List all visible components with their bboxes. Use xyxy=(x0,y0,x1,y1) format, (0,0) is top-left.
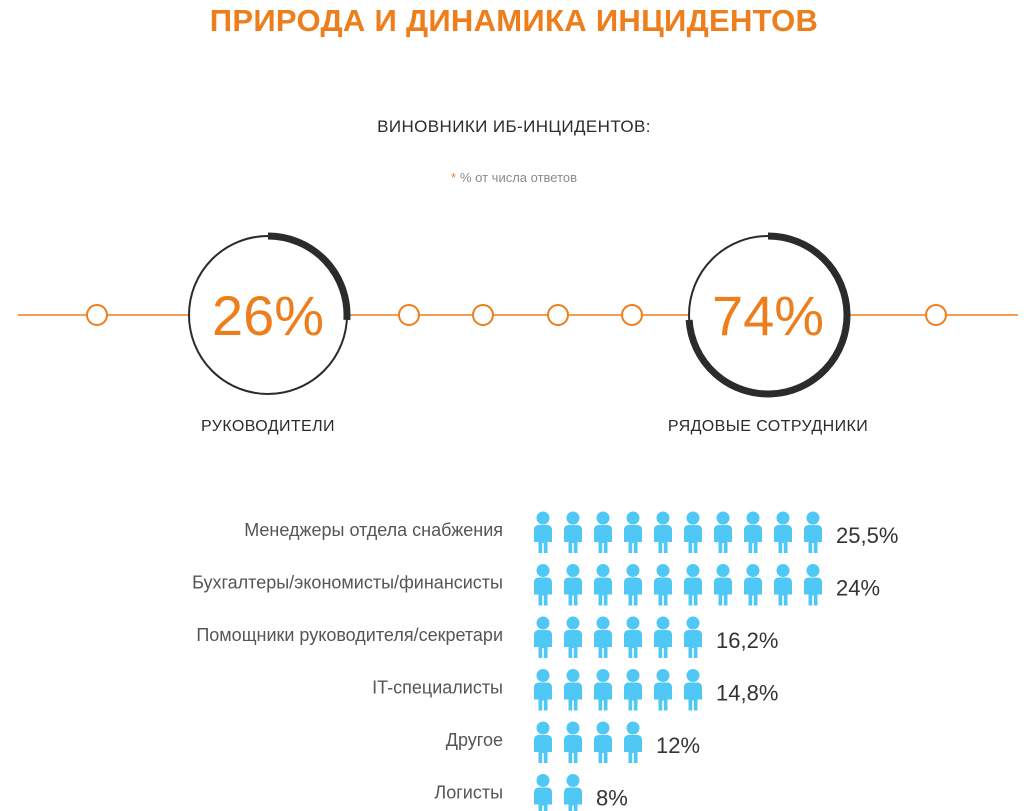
person-icon xyxy=(594,511,612,553)
person-icon xyxy=(654,511,672,553)
row-label-1: Менеджеры отдела снабжения xyxy=(244,520,503,540)
person-icon xyxy=(654,616,672,658)
person-icon xyxy=(714,564,732,606)
row-value-6: 8% xyxy=(596,786,628,811)
person-icon xyxy=(594,721,612,763)
person-icon xyxy=(624,721,642,763)
row-value-4: 14,8% xyxy=(716,681,778,706)
person-icon xyxy=(624,669,642,711)
person-icon xyxy=(684,669,702,711)
person-icon xyxy=(534,564,552,606)
person-icon xyxy=(534,721,552,763)
person-icon xyxy=(744,564,762,606)
person-icon xyxy=(534,511,552,553)
row-label-2: Бухгалтеры/экономисты/финансисты xyxy=(192,573,503,593)
person-icon xyxy=(654,669,672,711)
connector-dot-4 xyxy=(547,304,569,326)
person-icon xyxy=(564,721,582,763)
person-icon xyxy=(564,511,582,553)
person-icon xyxy=(684,616,702,658)
footnote-text: % от числа ответов xyxy=(460,170,578,185)
connector-dot-6 xyxy=(925,304,947,326)
bubble-arc-2 xyxy=(685,232,851,398)
person-icon xyxy=(594,616,612,658)
person-icon xyxy=(624,616,642,658)
row-label-3: Помощники руководителя/секретари xyxy=(196,625,503,645)
bubble-value-1: 26% xyxy=(212,284,324,347)
row-value-3: 16,2% xyxy=(716,628,778,653)
bubble-value-2: 74% xyxy=(712,284,824,347)
person-icon xyxy=(774,511,792,553)
bubble-group: 26% 74% xyxy=(188,232,851,398)
row-label-6: Логисты xyxy=(434,783,503,803)
person-icon xyxy=(564,774,582,811)
person-icon xyxy=(684,564,702,606)
role-rows: Менеджеры отдела снабжения 25,5% Бухгалтер… xyxy=(192,511,898,811)
row-label-4: IT-специалисты xyxy=(372,678,503,698)
person-icon xyxy=(534,774,552,811)
person-icon xyxy=(804,564,822,606)
connector-dot-5 xyxy=(621,304,643,326)
person-icon xyxy=(684,511,702,553)
person-icon xyxy=(774,564,792,606)
page-title: ПРИРОДА И ДИНАМИКА ИНЦИДЕНТОВ xyxy=(209,3,819,38)
footnote: * % от числа ответов xyxy=(0,170,1028,185)
chart-subtitle: ВИНОВНИКИ ИБ-ИНЦИДЕНТОВ: xyxy=(377,117,651,136)
row-value-2: 24% xyxy=(836,576,880,601)
person-icon xyxy=(594,669,612,711)
connector-dots xyxy=(86,304,947,326)
person-icon xyxy=(654,564,672,606)
footnote-star: * xyxy=(450,170,456,185)
connector-dot-3 xyxy=(472,304,494,326)
share-bubbles-chart: 26% 74% xyxy=(18,232,1018,398)
connector-dot-2 xyxy=(398,304,420,326)
row-label-5: Другое xyxy=(446,730,503,750)
person-icon xyxy=(564,616,582,658)
row-value-5: 12% xyxy=(656,733,700,758)
person-icon xyxy=(624,511,642,553)
person-icon xyxy=(804,511,822,553)
bubble-label-1: РУКОВОДИТЕЛИ xyxy=(201,418,335,435)
bubble-arc-1 xyxy=(267,232,351,321)
person-icon xyxy=(534,669,552,711)
bubble-label-2: РЯДОВЫЕ СОТРУДНИКИ xyxy=(667,418,869,435)
person-icon xyxy=(564,669,582,711)
person-icon xyxy=(714,511,732,553)
person-icon xyxy=(534,616,552,658)
row-value-1: 25,5% xyxy=(836,523,898,548)
person-icon xyxy=(594,564,612,606)
person-icon xyxy=(624,564,642,606)
connector-dot-1 xyxy=(86,304,108,326)
person-icon xyxy=(564,564,582,606)
person-icon xyxy=(744,511,762,553)
